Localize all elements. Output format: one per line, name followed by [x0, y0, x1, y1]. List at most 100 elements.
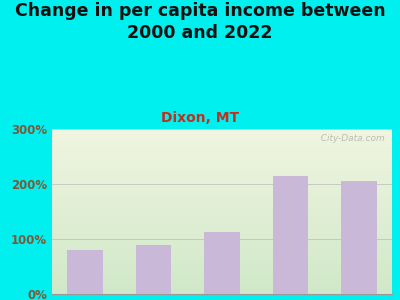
Bar	[52, 182, 392, 183]
Bar	[52, 147, 392, 149]
Bar	[52, 157, 392, 159]
Bar	[52, 235, 392, 236]
Bar	[52, 292, 392, 294]
Bar	[52, 249, 392, 251]
Bar	[52, 152, 392, 154]
Bar	[52, 132, 392, 134]
Bar	[52, 283, 392, 284]
Bar	[52, 173, 392, 175]
Bar	[52, 175, 392, 177]
Bar	[52, 177, 392, 178]
Bar	[52, 226, 392, 228]
Bar	[52, 264, 392, 266]
Bar	[52, 266, 392, 268]
Bar	[52, 284, 392, 286]
Bar	[52, 254, 392, 256]
Bar	[52, 220, 392, 221]
Bar	[52, 149, 392, 150]
Bar	[52, 208, 392, 210]
Bar	[52, 172, 392, 173]
Bar	[52, 271, 392, 272]
Bar	[52, 195, 392, 197]
Bar	[52, 198, 392, 200]
Bar	[52, 210, 392, 212]
Bar	[52, 167, 392, 169]
Bar	[52, 244, 392, 246]
Bar	[52, 137, 392, 139]
Bar	[52, 289, 392, 291]
Bar	[52, 185, 392, 187]
Bar	[52, 221, 392, 223]
Bar	[52, 239, 392, 241]
Bar	[273, 176, 308, 294]
Bar	[52, 269, 392, 271]
Bar	[52, 178, 392, 180]
Bar	[52, 236, 392, 238]
Bar	[52, 272, 392, 274]
Bar	[52, 155, 392, 157]
Bar	[52, 213, 392, 215]
Bar	[52, 165, 392, 167]
Bar	[52, 140, 392, 142]
Bar	[52, 196, 392, 198]
Bar	[52, 139, 392, 140]
Bar	[52, 134, 392, 136]
Bar	[52, 276, 392, 278]
Bar	[52, 129, 392, 130]
Bar	[52, 263, 392, 264]
Bar	[52, 258, 392, 259]
Bar	[52, 200, 392, 202]
Bar	[52, 259, 392, 261]
Bar	[52, 170, 392, 172]
Bar	[52, 136, 392, 137]
Bar	[52, 193, 392, 195]
Bar	[341, 181, 376, 294]
Bar	[68, 250, 103, 294]
Bar	[52, 248, 392, 249]
Bar	[52, 230, 392, 231]
Bar	[52, 192, 392, 193]
Bar	[52, 225, 392, 226]
Bar	[52, 279, 392, 281]
Bar	[52, 251, 392, 253]
Bar	[52, 253, 392, 254]
Bar	[52, 164, 392, 165]
Bar	[52, 180, 392, 182]
Bar	[52, 278, 392, 279]
Bar	[52, 188, 392, 190]
Bar	[136, 244, 171, 294]
Bar	[52, 187, 392, 188]
Bar	[52, 144, 392, 146]
Bar	[52, 160, 392, 162]
Bar	[52, 169, 392, 170]
Bar	[52, 246, 392, 248]
Bar	[52, 291, 392, 292]
Bar	[52, 223, 392, 225]
Bar	[52, 183, 392, 185]
Bar	[52, 212, 392, 213]
Bar	[52, 228, 392, 230]
Bar	[52, 286, 392, 287]
Bar	[52, 268, 392, 269]
Bar	[52, 215, 392, 216]
Bar	[52, 218, 392, 220]
Bar	[52, 256, 392, 258]
Bar	[52, 261, 392, 263]
Bar	[52, 190, 392, 192]
Bar	[52, 130, 392, 132]
Bar	[52, 274, 392, 276]
Bar	[52, 205, 392, 206]
Bar	[52, 162, 392, 164]
Bar	[52, 281, 392, 283]
Text: Change in per capita income between
2000 and 2022: Change in per capita income between 2000…	[15, 2, 385, 42]
Bar	[52, 154, 392, 155]
Bar	[52, 243, 392, 244]
Text: Dixon, MT: Dixon, MT	[161, 111, 239, 125]
Bar	[52, 146, 392, 147]
Bar	[52, 159, 392, 160]
Bar	[204, 232, 240, 294]
Bar	[52, 203, 392, 205]
Text: City-Data.com: City-Data.com	[316, 134, 385, 143]
Bar	[52, 216, 392, 218]
Bar	[52, 206, 392, 208]
